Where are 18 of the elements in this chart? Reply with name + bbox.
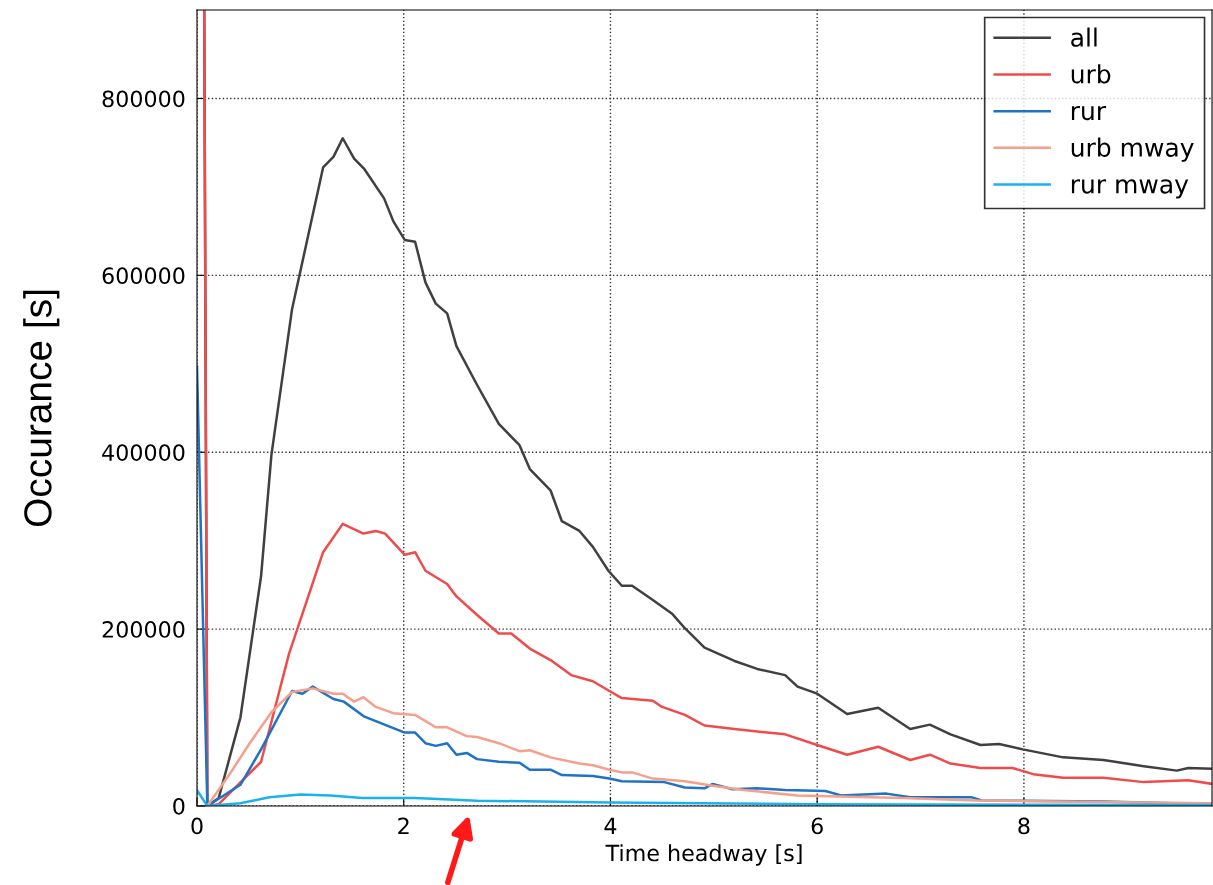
x-tick-label: 2: [398, 817, 409, 834]
x-tick-label: 0: [191, 817, 203, 835]
x-tick-label: 6: [811, 817, 823, 835]
legend-label: urb: [1071, 64, 1111, 84]
y-tick-label: 400000: [102, 444, 185, 461]
x-axis-title: Time headway [s]: [605, 844, 802, 866]
line-series: [206, 687, 1213, 806]
y-tick-label: 600000: [102, 267, 185, 285]
legend-label: urb mway: [1071, 137, 1194, 162]
y-tick-label: 800000: [102, 90, 185, 108]
legend-label: all: [1071, 27, 1097, 47]
x-tick-label: 4: [604, 817, 617, 834]
legend-label: rur mway: [1071, 179, 1189, 199]
y-axis-title: Occurance [s]: [23, 290, 60, 527]
x-tick-label: 8: [1018, 817, 1030, 835]
y-tick-label: 200000: [102, 621, 185, 638]
y-tick-label: 0: [173, 797, 185, 815]
legend-label: rur: [1071, 105, 1107, 121]
